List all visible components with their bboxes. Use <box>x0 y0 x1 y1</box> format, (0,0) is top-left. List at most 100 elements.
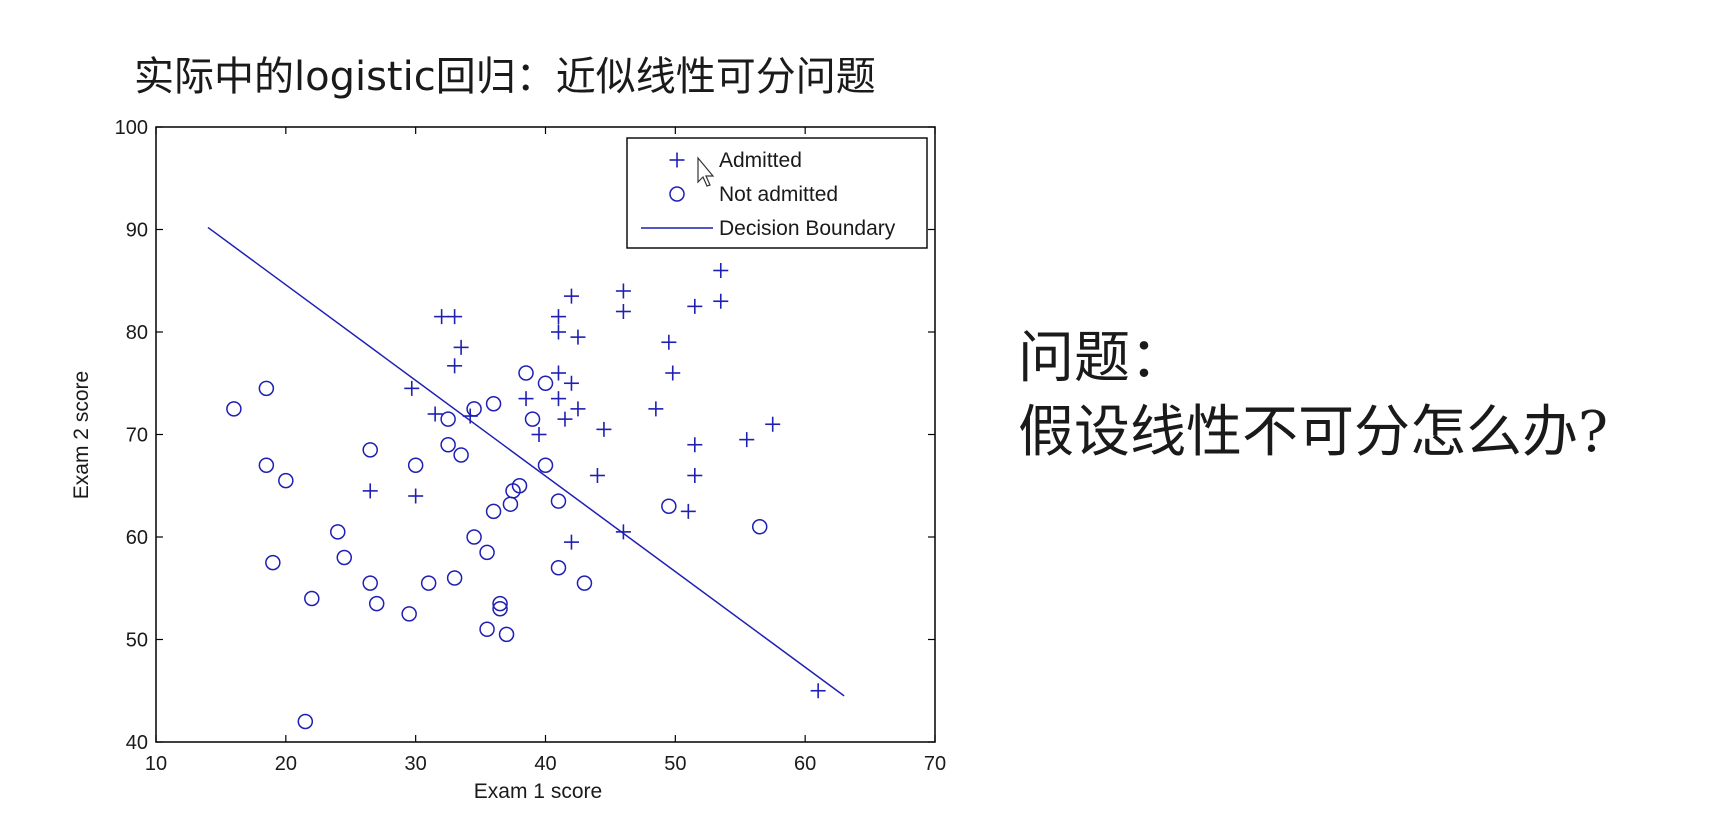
admitted-point <box>680 503 696 519</box>
mouse-cursor-icon <box>697 156 715 187</box>
admitted-point <box>713 263 729 278</box>
y-tick-label: 50 <box>126 630 148 652</box>
not-admitted-point <box>446 570 463 586</box>
not-admitted-point <box>362 442 378 458</box>
not-admitted-point <box>492 595 508 612</box>
not-admitted-point <box>466 529 482 545</box>
y-tick-label: 70 <box>126 425 148 447</box>
not-admitted-point <box>485 503 502 520</box>
not-admitted-point <box>336 549 353 566</box>
x-tick-label: 50 <box>664 753 686 775</box>
not-admitted-point <box>492 601 508 617</box>
not-admitted-point <box>440 411 456 427</box>
admitted-point <box>615 283 631 299</box>
admitted-point <box>550 324 566 340</box>
x-tick-label: 70 <box>924 753 946 775</box>
not-admitted-point <box>511 478 528 494</box>
not-admitted-point <box>524 411 541 427</box>
admitted-point <box>810 683 826 699</box>
not-admitted-point <box>576 575 593 591</box>
x-tick-label: 20 <box>275 753 297 775</box>
not-admitted-point <box>661 498 677 514</box>
admitted-point <box>589 468 605 483</box>
not-admitted-point <box>258 457 275 473</box>
not-admitted-point <box>751 519 768 535</box>
not-admitted-point <box>420 575 437 591</box>
admitted-point <box>550 391 566 407</box>
x-tick-label: 30 <box>405 753 427 775</box>
decision-boundary-line <box>207 226 845 697</box>
admitted-point <box>665 365 681 381</box>
y-tick-label: 80 <box>126 322 148 344</box>
admitted-point <box>563 534 579 550</box>
admitted-point <box>447 358 463 374</box>
admitted-point <box>713 293 729 309</box>
admitted-point <box>408 488 424 504</box>
not-admitted-point <box>362 575 378 591</box>
admitted-point <box>615 304 631 319</box>
not-admitted-point <box>550 560 567 576</box>
admitted-point <box>550 365 566 381</box>
not-admitted-point <box>401 606 417 622</box>
not-admitted-point <box>498 626 515 643</box>
axes: 10 20 30 40 50 60 70 40 50 60 70 80 90 100 <box>115 117 947 775</box>
admitted-point <box>518 391 534 407</box>
not-admitted-point <box>297 713 314 730</box>
admitted-point <box>447 309 463 325</box>
admitted-point <box>550 309 566 325</box>
x-tick-label: 40 <box>534 753 556 775</box>
admitted-point <box>765 416 781 432</box>
not-admitted-point <box>518 365 534 381</box>
legend-label: Admitted <box>719 149 802 172</box>
admitted-point <box>563 375 579 391</box>
not-admitted-point <box>466 401 482 417</box>
admitted-point <box>687 437 703 453</box>
y-tick-label: 90 <box>126 220 148 242</box>
y-tick-label: 100 <box>115 117 148 139</box>
legend-label: Decision Boundary <box>719 217 896 240</box>
legend-symbol-not-admitted <box>669 186 685 202</box>
not-admitted-point <box>550 493 567 509</box>
admitted-point <box>434 309 450 325</box>
not-admitted-point <box>265 554 281 571</box>
admitted-point <box>404 380 420 396</box>
not-admitted-point <box>453 447 469 463</box>
not-admitted-point <box>537 375 554 391</box>
legend: Admitted Not admitted Decision Boundary <box>626 137 928 249</box>
not-admitted-point <box>440 437 456 453</box>
admitted-point <box>570 401 586 417</box>
not-admitted-point <box>330 524 346 540</box>
admitted-point <box>570 329 586 345</box>
admitted-point <box>596 421 612 437</box>
legend-symbol-admitted <box>669 152 685 168</box>
y-tick-label: 60 <box>126 527 148 549</box>
admitted-point <box>362 483 378 499</box>
admitted-point <box>648 401 664 417</box>
admitted-point <box>557 411 573 427</box>
not-admitted-point <box>278 472 294 489</box>
question-heading: 问题： <box>1018 326 1186 391</box>
admitted-point <box>563 288 579 304</box>
data-marks <box>207 226 845 730</box>
admitted-point <box>453 339 469 355</box>
legend-label: Not admitted <box>719 183 838 206</box>
not-admitted-point <box>479 621 495 637</box>
not-admitted-point <box>502 496 519 512</box>
admitted-point <box>427 406 443 422</box>
y-axis-label: Exam 2 score <box>70 371 93 499</box>
x-tick-label: 10 <box>145 753 167 775</box>
admitted-point <box>615 524 631 540</box>
admitted-point <box>739 432 755 448</box>
admitted-point <box>661 334 677 350</box>
question-text: 假设线性不可分怎么办? <box>1018 400 1609 465</box>
not-admitted-point <box>226 401 242 417</box>
y-tick-label: 40 <box>126 732 148 754</box>
x-tick-label: 60 <box>794 753 816 775</box>
not-admitted-point <box>304 590 320 607</box>
not-admitted-point <box>368 595 385 612</box>
not-admitted-point <box>407 457 424 473</box>
admitted-point <box>687 468 703 483</box>
not-admitted-point <box>485 396 502 412</box>
question-block: 问题： 假设线性不可分怎么办? <box>1018 322 1608 470</box>
